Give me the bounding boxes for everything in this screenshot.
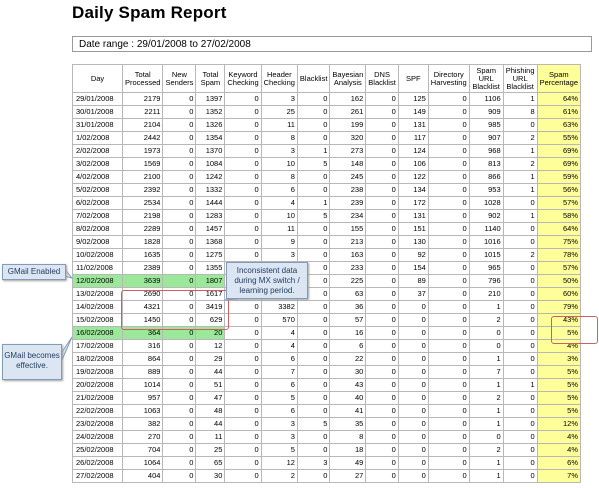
table-cell: 5% (536, 404, 582, 418)
table-row: 26/02/2008 1064 0 65 0 12 3 49 0 0 0 1 0 6% (72, 456, 582, 470)
table-cell: 58% (536, 209, 582, 223)
column-header: Day (72, 64, 123, 93)
table-row: 22/02/2008 1063 0 48 0 6 0 41 0 0 0 1 0 5% (72, 404, 582, 418)
table-row: 10/02/2008 1635 0 1275 0 3 0 163 0 92 0 1015 2 78% (72, 248, 582, 262)
table-cell: 0 (427, 469, 470, 483)
table-cell: 56% (536, 183, 582, 197)
percentage-drop-highlight-box (551, 316, 598, 344)
table-cell: 49 (329, 456, 367, 470)
table-cell: 27 (329, 469, 367, 483)
table-cell: 0 (397, 443, 429, 457)
date-range-box: Date range : 29/01/2008 to 27/02/2008 (72, 36, 592, 52)
column-header: Phishing URL Blacklist (502, 64, 538, 93)
table-cell: 5% (536, 391, 582, 405)
column-header: Total Spam (195, 64, 226, 93)
table-cell: 61% (536, 105, 582, 119)
column-header: Total Processed (121, 64, 164, 93)
column-header: Header Checking (260, 64, 298, 93)
gmail-enabled-callout: GMail Enabled (2, 264, 66, 280)
report-title: Daily Spam Report (72, 3, 227, 22)
column-header: DNS Blacklist (365, 64, 399, 93)
table-cell: 7% (536, 469, 582, 483)
table-row: 27/02/2008 404 0 30 0 2 0 27 0 0 0 1 0 7% (72, 469, 582, 483)
table-cell: 3% (536, 352, 582, 366)
column-header: Spam Percentage (536, 64, 582, 93)
column-header: Spam URL Blacklist (468, 64, 504, 93)
spam-report-table: Day Total Processed New Senders Total Spam K… (72, 64, 582, 483)
table-header-row: Day Total Processed New Senders Total Spam K… (72, 64, 582, 93)
gmail-effective-pointer (61, 336, 73, 361)
table-cell: 125 (397, 92, 429, 106)
table-cell: 2 (260, 469, 298, 483)
table-cell: 3 (260, 144, 298, 158)
column-header: SPF (397, 64, 429, 93)
table-row: 31/01/2008 2104 0 1326 0 11 0 199 0 131 0 985 0 63% (72, 118, 582, 132)
table-row: 3/02/2008 1569 0 1084 0 10 5 148 0 106 0 813 2 69% (72, 157, 582, 171)
table-cell: 5% (536, 365, 582, 379)
table-cell: 6% (536, 456, 582, 470)
table-cell: 59% (536, 170, 582, 184)
table-cell: 57% (536, 196, 582, 210)
day-cell: 16/02/2008 (72, 326, 123, 340)
table-cell: 75% (536, 235, 582, 249)
table-cell: 0 (162, 469, 197, 483)
gmail-effective-callout: GMail becomes effective. (2, 344, 62, 380)
day-cell: 12/02/2008 (72, 274, 123, 288)
table-cell: 0 (502, 469, 538, 483)
table-row: 24/02/2008 270 0 11 0 3 0 8 0 0 0 0 0 4% (72, 430, 582, 444)
table-cell: 1807 (195, 274, 226, 288)
table-cell: 0 (296, 469, 331, 483)
table-row: 6/02/2008 2534 0 1444 0 4 1 239 0 172 0 1028 0 57% (72, 196, 582, 210)
table-row: 18/02/2008 864 0 29 0 6 0 22 0 0 0 1 0 3% (72, 352, 582, 366)
table-row: 30/01/2008 2211 0 1352 0 25 0 261 0 149 0 909 8 61% (72, 105, 582, 119)
table-row: 1/02/2008 2442 0 1354 0 8 0 320 0 117 0 907 2 55% (72, 131, 582, 145)
table-cell: 43% (536, 313, 582, 327)
table-cell: 0 (397, 469, 429, 483)
table-row: 15/02/2008 1450 0 629 0 570 0 57 0 0 0 2 0 43% (72, 313, 582, 327)
column-header: Keyword Checking (224, 64, 262, 93)
inconsistent-data-callout: Inconsistent data during MX switch / lea… (226, 262, 308, 299)
table-cell: 3382 (260, 300, 298, 314)
table-cell: 404 (121, 469, 164, 483)
table-row: 7/02/2008 2198 0 1283 0 10 5 234 0 131 0 902 1 58% (72, 209, 582, 223)
table-cell: 5% (536, 326, 582, 340)
table-cell: 4% (536, 339, 582, 353)
table-cell: 79% (536, 300, 582, 314)
table-cell: 63% (536, 118, 582, 132)
table-body: 29/01/2008 2179 0 1397 0 3 0 162 0 125 0 1106 1 64% 30… (72, 92, 582, 483)
table-row: 16/02/2008 364 0 20 0 4 0 16 0 0 0 0 0 5% (72, 326, 582, 340)
inconsistent-pointer (223, 298, 239, 301)
table-row: 29/01/2008 2179 0 1397 0 3 0 162 0 125 0 1106 1 64% (72, 92, 582, 106)
table-cell: 40 (329, 391, 367, 405)
inconsistent-data-highlight-box (121, 290, 229, 330)
column-header: Blacklist (296, 64, 331, 93)
table-cell: 57% (536, 261, 582, 275)
table-row: 2/02/2008 1973 0 1370 0 3 1 273 0 124 0 968 1 69% (72, 144, 582, 158)
table-row: 17/02/2008 316 0 12 0 4 0 6 0 0 0 0 0 4% (72, 339, 582, 353)
